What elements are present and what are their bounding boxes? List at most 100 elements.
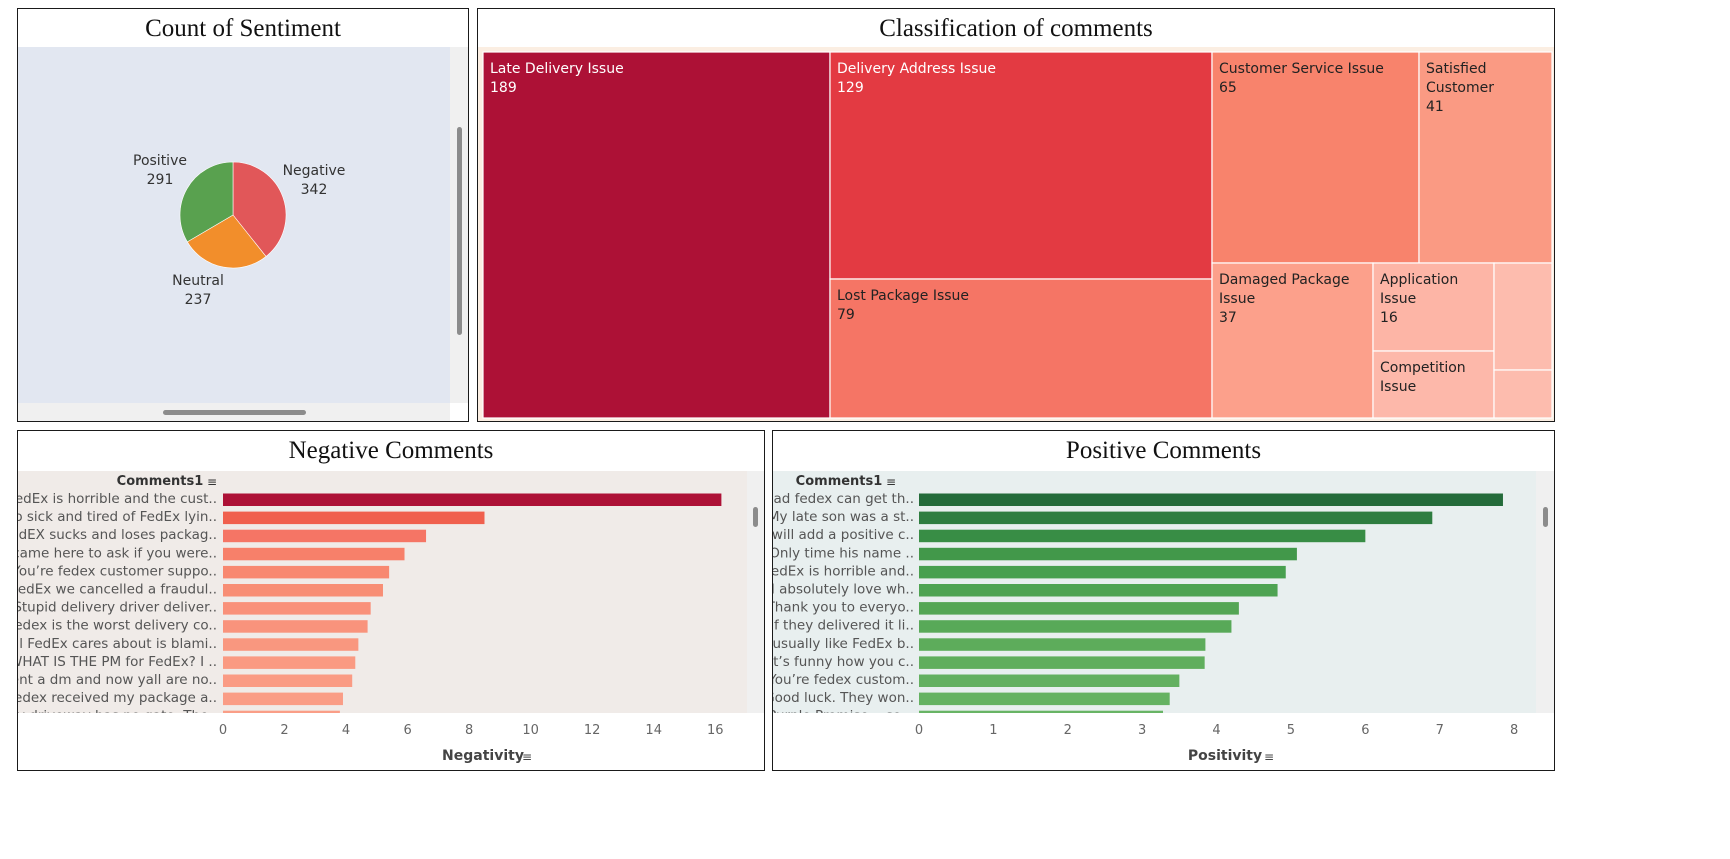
positive-row-label: My late son was a st.. [773,509,914,525]
positive-row-label: I absolutely love wh.. [773,582,914,598]
treemap-label-satisfied-customer: Satisfied [1426,61,1486,77]
negative-vertical-scrollbar[interactable] [747,471,764,713]
treemap-value-delivery-address-issue: 129 [837,80,864,96]
negative-bar[interactable] [223,692,343,706]
classification-title: Classification of comments [879,15,1153,42]
positive-bar-chart: Comments1 ≡glad fedex can get th..My late… [773,471,1554,770]
positive-bar[interactable] [919,602,1239,615]
positive-row-label: glad fedex can get th.. [773,491,914,507]
positive-bar[interactable] [919,674,1180,688]
positive-tick-label: 3 [1138,723,1146,738]
positive-x-sort-icon[interactable]: ≡ [1264,750,1274,764]
pie-slice-negative[interactable] [232,161,287,257]
positive-tick-label: 7 [1436,723,1444,738]
positive-bar[interactable] [919,529,1366,543]
negative-row-label: sent a dm and now yall are no.. [18,672,217,688]
treemap-cell-other-9[interactable] [1493,369,1553,419]
negative-sort-icon[interactable]: ≡ [207,475,217,489]
treemap-cell-delivery-address-issue[interactable] [829,51,1213,280]
negative-bar[interactable] [223,656,356,669]
positive-bar[interactable] [919,620,1232,633]
negative-row-label: Stupid delivery driver deliver.. [18,600,217,616]
positive-tick-label: 5 [1287,723,1295,738]
negative-bar[interactable] [223,674,353,688]
negative-row-label: You’re fedex customer suppo.. [18,563,217,579]
treemap-label-lost-package-issue: Lost Package Issue [837,288,969,304]
sentiment-panel: Count of Sentiment Negative 342 Neutral 237… [17,8,469,422]
negative-bar[interactable] [223,565,390,579]
pie-label-negative: Negative [283,163,346,179]
sentiment-horizontal-scroll-thumb[interactable] [163,410,306,415]
negative-tick-label: 6 [403,723,411,738]
treemap-cell-late-delivery-issue[interactable] [482,51,831,419]
treemap-label-competition-issue: Issue [1380,379,1416,395]
negative-bar[interactable] [223,620,368,633]
positive-row-label: FedEx is horrible and.. [773,563,914,579]
sentiment-horizontal-scrollbar[interactable] [18,403,450,421]
classification-treemap: Late Delivery Issue 189 Delivery Address I… [478,47,1554,421]
negative-bar[interactable] [223,638,359,651]
positive-bar[interactable] [919,511,1433,525]
positive-row-label: You’re fedex custom.. [773,672,914,688]
positive-tick-label: 0 [915,723,923,738]
negative-bar[interactable] [223,529,427,543]
negative-bar[interactable] [223,511,485,525]
pie-slice-positive[interactable] [179,161,234,243]
sentiment-title: Count of Sentiment [145,15,341,42]
treemap-label-late-delivery-issue: Late Delivery Issue [490,61,624,77]
pie-label-positive: Positive [133,153,187,169]
positive-tick-label: 6 [1361,723,1369,738]
negative-row-label: I came here to ask if you were.. [18,545,217,561]
positive-bar[interactable] [919,638,1206,651]
negative-row-label: FedEx is horrible and the cust.. [18,491,217,507]
treemap-cell-lost-package-issue[interactable] [829,278,1213,419]
negative-axis-area [18,713,764,770]
positive-comments-title: Positive Comments [1065,437,1262,464]
positive-sort-icon[interactable]: ≡ [886,475,896,489]
treemap-cell-customer-service-issue[interactable] [1211,51,1420,264]
negative-bar[interactable] [223,602,371,615]
negative-tick-label: 12 [584,723,601,738]
treemap-cell-damaged-package-issue[interactable] [1211,262,1374,419]
positive-tick-label: 1 [989,723,997,738]
positive-vertical-scrollbar[interactable] [1536,471,1554,713]
positive-vertical-scroll-thumb[interactable] [1543,507,1548,527]
positive-bar[interactable] [919,565,1286,579]
positive-row-label: It’s funny how you c.. [773,654,914,670]
negative-row-label: All FedEx cares about is blami.. [18,636,217,652]
positive-comments-panel: Positive Comments Comments1 ≡ glad fedex c… [772,430,1555,771]
pie-value-positive: 291 [147,172,174,188]
pie-value-neutral: 237 [185,292,212,308]
positive-bar[interactable] [919,493,1503,507]
positive-x-axis-label: Positivity [1188,748,1262,764]
treemap-cell-satisfied-customer[interactable] [1418,51,1553,264]
treemap-cell-other-8[interactable] [1493,262,1553,371]
negative-bar[interactable] [223,584,383,597]
negative-tick-label: 10 [522,723,539,738]
treemap-label-delivery-address-issue: Delivery Address Issue [837,61,996,77]
negative-tick-label: 16 [707,723,724,738]
positive-bar[interactable] [919,656,1205,669]
pie-label-neutral: Neutral [172,273,224,289]
negative-vertical-scroll-thumb[interactable] [753,507,758,527]
positive-bar[interactable] [919,692,1170,706]
positive-bar[interactable] [919,584,1278,597]
negative-bar[interactable] [223,547,405,561]
positive-tick-label: 8 [1510,723,1518,738]
treemap-cell-application-issue[interactable] [1372,262,1495,352]
negative-bar[interactable] [223,493,722,507]
negative-row-label: FedEx we cancelled a fraudul.. [18,582,217,598]
positive-bar[interactable] [919,547,1297,561]
sentiment-vertical-scroll-thumb[interactable] [457,127,462,335]
treemap-cell-competition-issue[interactable] [1372,350,1495,419]
treemap-label-damaged-package-issue: Damaged Package [1219,272,1349,288]
sentiment-vertical-scrollbar[interactable] [450,47,468,403]
negative-tick-label: 4 [342,723,350,738]
negative-row-label: FedEX sucks and loses packag.. [18,527,217,543]
positive-tick-label: 2 [1064,723,1072,738]
pie-slice-neutral[interactable] [186,214,267,269]
negative-x-sort-icon[interactable]: ≡ [522,750,532,764]
negative-row-label: Fedex received my package a.. [18,690,217,706]
positive-row-label: Good luck. They won.. [773,690,914,706]
negative-comments-title: Negative Comments [288,437,494,464]
